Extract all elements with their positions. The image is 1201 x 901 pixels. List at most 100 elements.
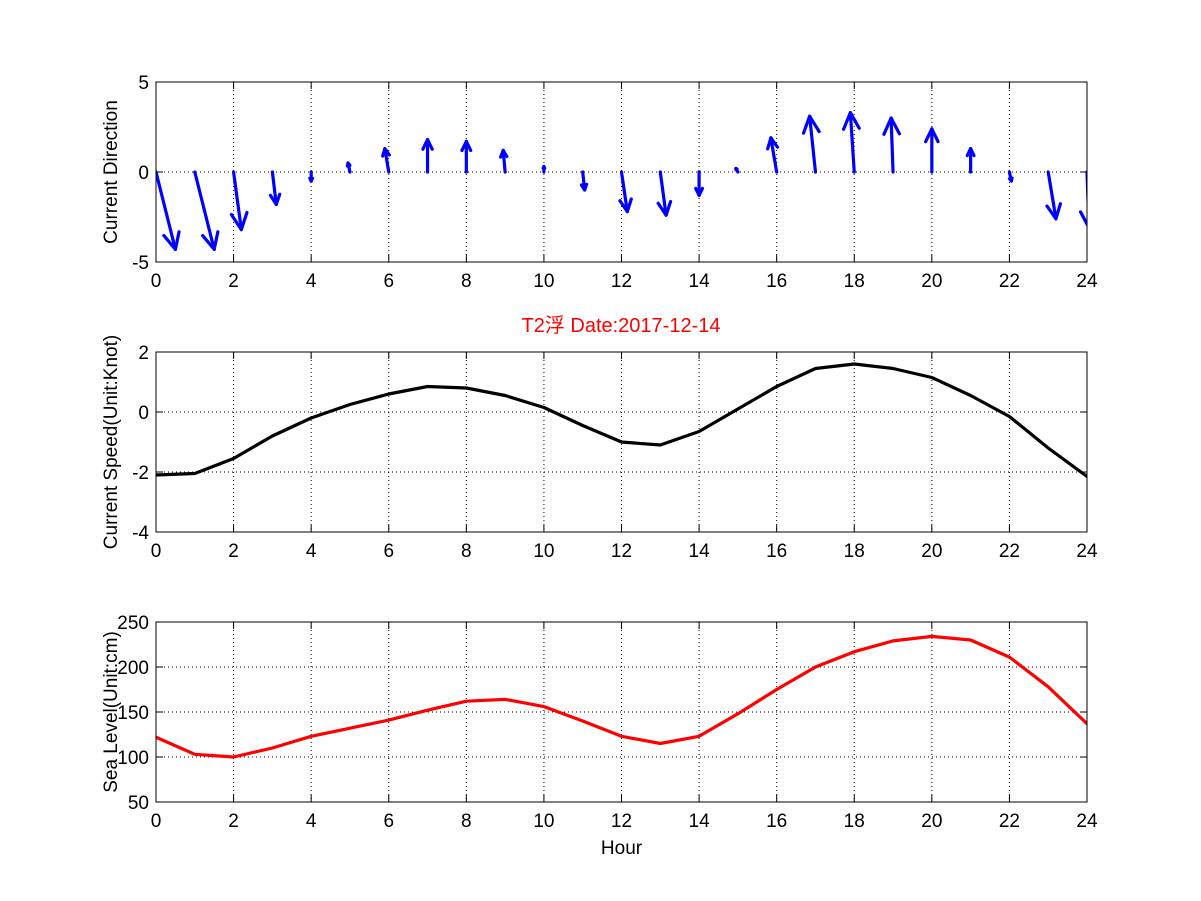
direction-arrow [229, 170, 249, 232]
current-speed-xtick-label: 8 [461, 541, 472, 562]
direction-arrow [842, 110, 861, 174]
direction-arrow [882, 116, 902, 174]
sea-level-ytick-label: 150 [117, 703, 149, 724]
direction-arrow-head [656, 199, 673, 217]
current-speed-ytick-label: 0 [138, 403, 149, 424]
sea-level-series-line [156, 634, 1087, 759]
direction-arrow [308, 170, 315, 183]
direction-arrow-shaft [1046, 170, 1058, 221]
direction-arrow-shaft [270, 170, 278, 206]
direction-arrow-shaft [808, 114, 818, 174]
direction-arrow [345, 161, 352, 174]
sea-level-xtick-label: 18 [844, 811, 865, 832]
direction-arrow-shaft [156, 170, 177, 251]
current-speed-xtick-label: 4 [306, 541, 317, 562]
current-direction-ytick-label: 5 [138, 73, 149, 94]
direction-arrow-shaft [658, 170, 668, 217]
sea-level-xtick-label: 8 [461, 811, 472, 832]
sea-level-ylabel: Sea Level(Unit:cm) [101, 631, 122, 793]
sea-level-ytick-label: 200 [117, 658, 149, 679]
direction-arrow-head [801, 114, 821, 135]
direction-arrow-head [965, 147, 976, 158]
direction-arrow [1078, 170, 1087, 228]
current-direction-ylabel: Current Direction [101, 100, 122, 244]
current-direction-xtick-label: 18 [844, 271, 865, 292]
figure-title: T2浮 Date:2017-12-14 [521, 314, 720, 337]
direction-arrow [801, 114, 821, 174]
direction-arrow-shaft [231, 170, 243, 232]
sea-level-xtick-label: 6 [383, 811, 394, 832]
current-direction-xtick-label: 20 [921, 271, 942, 292]
sea-level-xtick-label: 2 [228, 811, 239, 832]
sea-level-ytick-label: 250 [117, 613, 149, 634]
direction-arrow [156, 170, 181, 251]
direction-arrow [381, 147, 391, 174]
direction-arrow [734, 166, 740, 174]
current-direction-xtick-label: 14 [689, 271, 711, 292]
direction-arrow-head [541, 165, 547, 170]
current-direction-ytick-label: -5 [132, 253, 149, 274]
current-direction-xtick-label: 2 [228, 271, 239, 292]
direction-arrow-head [229, 210, 249, 232]
sea-level-xtick-label: 24 [1076, 811, 1098, 832]
sea-level-ytick-label: 50 [128, 793, 149, 814]
current-speed-xtick-label: 14 [689, 541, 711, 562]
direction-arrow-head [842, 110, 861, 131]
direction-arrow-head [734, 166, 739, 172]
direction-arrow [766, 136, 780, 174]
current-direction-xtick-label: 0 [151, 271, 162, 292]
current-speed-ytick-label: -2 [132, 463, 149, 484]
direction-arrow-head [1045, 202, 1062, 221]
direction-arrow [924, 127, 940, 174]
current-speed-xtick-label: 12 [611, 541, 632, 562]
current-direction-xtick-label: 22 [999, 271, 1020, 292]
current-direction-xtick-label: 10 [533, 271, 554, 292]
direction-arrow-head [924, 127, 940, 144]
direction-arrow-shaft [619, 170, 629, 214]
current-speed-xtick-label: 10 [533, 541, 554, 562]
sea-level-xtick-label: 12 [611, 811, 632, 832]
current-speed-ytick-label: 2 [138, 343, 149, 364]
direction-arrow-head [618, 197, 633, 214]
direction-arrow [618, 170, 633, 214]
direction-arrow-shaft [848, 110, 856, 174]
current-speed-xtick-label: 2 [228, 541, 239, 562]
current-speed-ylabel: Current Speed(Unit:Knot) [101, 335, 122, 549]
direction-arrow [1007, 170, 1014, 183]
current-direction-xtick-label: 6 [383, 271, 394, 292]
direction-arrow-head [882, 116, 902, 136]
current-speed-xtick-label: 20 [921, 541, 942, 562]
direction-arrow [499, 148, 509, 174]
direction-arrow [694, 170, 705, 197]
direction-arrow [268, 170, 282, 206]
current-speed-xtick-label: 18 [844, 541, 865, 562]
direction-arrow-head [381, 147, 391, 158]
sea-level-xtick-label: 20 [921, 811, 942, 832]
current-speed-xtick-label: 22 [999, 541, 1020, 562]
current-direction-xtick-label: 16 [766, 271, 787, 292]
direction-arrow-head [162, 230, 181, 251]
direction-arrow-shaft [889, 116, 895, 174]
sea-level-xtick-label: 14 [689, 811, 711, 832]
sea-level-xtick-label: 22 [999, 811, 1020, 832]
direction-arrow-head [1007, 176, 1014, 183]
current-speed-xtick-label: 6 [383, 541, 394, 562]
current-direction-xtick-label: 4 [306, 271, 317, 292]
direction-arrow-shaft [193, 170, 216, 251]
sea-level-ytick-label: 100 [117, 748, 149, 769]
direction-arrow [965, 147, 976, 174]
direction-arrow-shaft [383, 147, 391, 174]
current-speed-xtick-label: 24 [1076, 541, 1098, 562]
current-direction-data [156, 110, 1087, 251]
direction-arrow-head [345, 161, 352, 168]
sea-level-xtick-label: 10 [533, 811, 554, 832]
direction-arrow-head [579, 182, 589, 192]
sea-level-xlabel: Hour [601, 838, 643, 859]
direction-arrow [656, 170, 673, 217]
direction-arrow-head [499, 148, 509, 159]
direction-arrow-head [201, 230, 220, 251]
direction-arrow-head [308, 176, 315, 183]
